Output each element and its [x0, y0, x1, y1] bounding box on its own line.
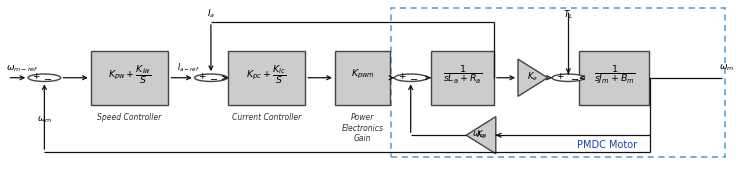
Text: $\omega_{m-ref}$: $\omega_{m-ref}$ — [6, 64, 38, 74]
Text: $K_e$: $K_e$ — [476, 128, 486, 141]
Text: $\dfrac{1}{sJ_m+B_m}$: $\dfrac{1}{sJ_m+B_m}$ — [593, 63, 635, 86]
Text: −: − — [44, 75, 52, 85]
Text: PMDC Motor: PMDC Motor — [576, 140, 637, 150]
Text: $K_e$: $K_e$ — [528, 71, 538, 83]
Bar — [579, 51, 650, 105]
Bar — [431, 51, 494, 105]
Text: +: + — [198, 72, 206, 81]
Text: −: − — [210, 75, 218, 85]
Polygon shape — [466, 117, 496, 154]
Circle shape — [195, 74, 227, 81]
Text: −: − — [410, 75, 418, 85]
Text: $I_{a-ref}$: $I_{a-ref}$ — [177, 61, 200, 74]
Text: −: − — [571, 75, 579, 85]
Text: $\dfrac{1}{sL_a+R_a}$: $\dfrac{1}{sL_a+R_a}$ — [443, 63, 482, 86]
Text: $I_a$: $I_a$ — [207, 8, 215, 20]
Text: +: + — [556, 72, 564, 81]
Bar — [391, 8, 725, 157]
Text: $T_L$: $T_L$ — [563, 8, 574, 21]
Bar — [228, 51, 306, 105]
Text: +: + — [32, 72, 39, 81]
Text: Current Controller: Current Controller — [232, 113, 301, 122]
Polygon shape — [518, 59, 548, 96]
Text: +: + — [398, 72, 406, 81]
Text: $\omega_m$: $\omega_m$ — [37, 115, 52, 125]
Circle shape — [28, 74, 61, 81]
Text: $K_{pw}+\dfrac{K_{iw}}{S}$: $K_{pw}+\dfrac{K_{iw}}{S}$ — [108, 63, 151, 86]
Bar — [90, 51, 168, 105]
Text: Speed Controller: Speed Controller — [98, 113, 161, 122]
Circle shape — [552, 74, 585, 81]
Bar — [335, 51, 391, 105]
Text: $K_{pwm}$: $K_{pwm}$ — [351, 68, 374, 81]
Text: $\omega_m$: $\omega_m$ — [719, 62, 735, 73]
Text: $K_{pc}+\dfrac{K_{ic}}{S}$: $K_{pc}+\dfrac{K_{ic}}{S}$ — [246, 63, 286, 86]
Circle shape — [394, 74, 427, 81]
Text: Power
Electronics
Gain: Power Electronics Gain — [342, 113, 383, 143]
Text: $\omega_m$: $\omega_m$ — [472, 130, 488, 140]
